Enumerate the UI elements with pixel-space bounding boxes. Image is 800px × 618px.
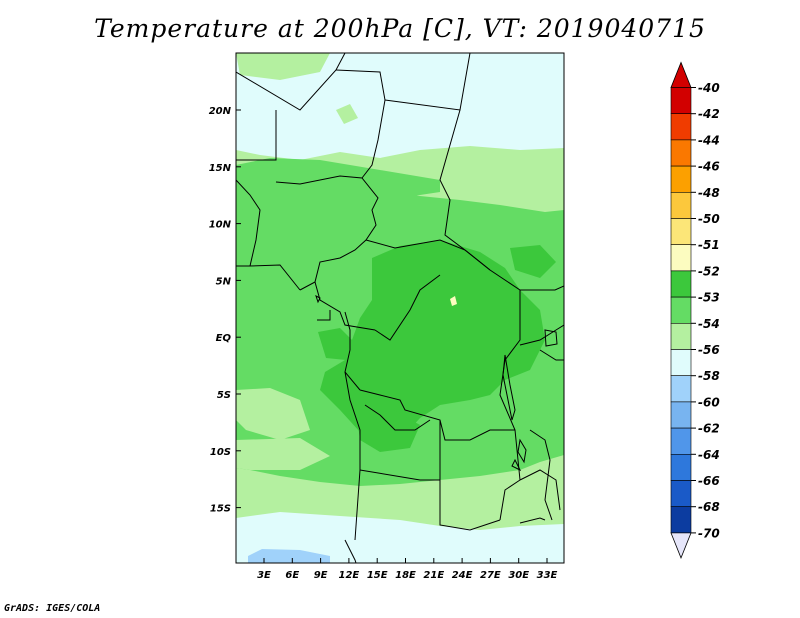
colorbar-swatch xyxy=(670,296,692,324)
field-north-band xyxy=(236,53,564,160)
colorbar-label: -56 xyxy=(698,343,720,357)
colorbar: -40 -42 -44 -46 -48 -50 -51 -52 -53 -54 -56 -58 -60 -… xyxy=(670,61,720,559)
lon-tick-label: 6E xyxy=(285,570,299,581)
field-53-lightpatch2 xyxy=(236,438,330,470)
colorbar-label: -53 xyxy=(698,291,720,305)
country-borders xyxy=(236,53,564,563)
colorbar-swatch xyxy=(670,244,692,272)
latitude-axis: 20N 15N 10N 5N EQ 5S 10S 15S xyxy=(209,106,241,515)
credit-text: GrADS: IGES/COLA xyxy=(4,603,101,614)
field-51-patch xyxy=(450,296,457,306)
colorbar-swatch xyxy=(670,375,692,403)
colorbar-label: -46 xyxy=(698,160,720,174)
lon-tick-label: 9E xyxy=(314,570,328,581)
colorbar-label: -68 xyxy=(698,500,720,514)
lon-tick-label: 33E xyxy=(537,570,558,581)
lat-tick-label: 15N xyxy=(209,163,232,174)
lat-tick-label: 10N xyxy=(209,220,232,231)
lat-tick-label: 5N xyxy=(216,276,232,287)
lat-tick-label: 20N xyxy=(209,106,232,117)
field-52-east xyxy=(510,245,556,278)
colorbar-label: -48 xyxy=(698,186,720,200)
colorbar-swatch xyxy=(670,165,692,193)
colorbar-label: -58 xyxy=(698,369,720,383)
colorbar-swatch xyxy=(670,506,692,534)
lat-tick-label: 10S xyxy=(210,447,231,458)
field-52-south xyxy=(356,408,420,452)
colorbar-swatch xyxy=(670,87,692,115)
colorbar-swatch xyxy=(670,480,692,508)
field-53-lightpatch xyxy=(236,388,310,440)
colorbar-swatch xyxy=(670,401,692,429)
lon-tick-label: 12E xyxy=(339,570,360,581)
colorbar-label: -54 xyxy=(698,317,720,331)
lon-tick-label: 27E xyxy=(480,570,501,581)
colorbar-label: -52 xyxy=(698,264,720,278)
colorbar-label: -66 xyxy=(698,474,720,488)
colorbar-label: -62 xyxy=(698,422,720,436)
field-53-north xyxy=(236,158,440,210)
colorbar-label: -64 xyxy=(698,448,720,462)
colorbar-swatch xyxy=(670,270,692,298)
field-south-56 xyxy=(248,549,330,563)
map-frame xyxy=(235,52,565,564)
colorbar-label: -51 xyxy=(698,238,720,252)
lon-tick-label: 3E xyxy=(257,570,271,581)
lakes xyxy=(315,295,558,472)
chart-title: Temperature at 200hPa [C], VT: 201904071… xyxy=(94,14,706,43)
field-south-band xyxy=(236,512,564,563)
colorbar-swatch xyxy=(670,139,692,167)
colorbar-swatch xyxy=(670,113,692,141)
lat-tick-label: 5S xyxy=(217,390,231,401)
colorbar-label: -70 xyxy=(698,526,720,540)
lon-tick-label: 24E xyxy=(452,570,473,581)
field-52-west xyxy=(318,328,356,360)
colorbar-swatch xyxy=(670,322,692,350)
colorbar-label: -60 xyxy=(698,395,720,409)
longitude-axis: 3E 6E 9E 12E 15E 18E 21E 24E 27E 30E 33E xyxy=(257,558,558,581)
lon-tick-label: 15E xyxy=(367,570,388,581)
lon-tick-label: 21E xyxy=(423,570,444,581)
lon-tick-label: 30E xyxy=(508,570,529,581)
colorbar-swatch xyxy=(670,349,692,377)
temperature-field xyxy=(236,53,564,563)
field-north-patch2 xyxy=(336,104,358,124)
lat-tick-label: 15S xyxy=(210,504,231,515)
colorbar-bottom-cap xyxy=(670,532,692,559)
colorbar-label: -50 xyxy=(698,212,720,226)
field-north-patch xyxy=(236,53,330,80)
colorbar-label: -44 xyxy=(698,133,720,147)
colorbar-swatch xyxy=(670,218,692,246)
colorbar-swatch xyxy=(670,192,692,219)
lat-tick-label: EQ xyxy=(216,333,232,344)
colorbar-swatch xyxy=(670,427,692,455)
colorbar-label: -40 xyxy=(698,81,720,95)
colorbar-label: -42 xyxy=(698,107,720,121)
lon-tick-label: 18E xyxy=(395,570,416,581)
colorbar-swatch xyxy=(670,453,692,481)
colorbar-top-cap xyxy=(670,61,692,88)
